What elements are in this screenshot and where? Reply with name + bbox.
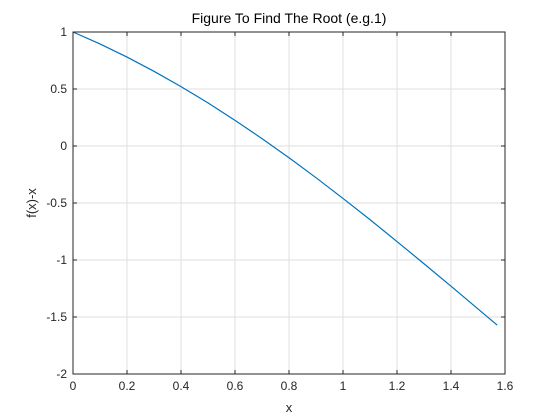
x-tick-label: 1.4 xyxy=(443,379,460,393)
x-tick-label: 1.2 xyxy=(389,379,406,393)
x-tick-label: 1.6 xyxy=(497,379,514,393)
y-tick-label: 0.5 xyxy=(50,82,67,96)
y-tick-label: -0.5 xyxy=(46,196,67,210)
x-tick-label: 0.6 xyxy=(227,379,244,393)
grid xyxy=(73,32,505,374)
x-tick-label: 0.2 xyxy=(119,379,136,393)
x-tick-label: 0.8 xyxy=(281,379,298,393)
series-line xyxy=(72,31,498,326)
series-layer xyxy=(72,31,498,326)
chart-title: Figure To Find The Root (e.g.1) xyxy=(192,10,387,26)
x-tick-label: 1 xyxy=(340,379,347,393)
y-tick-label: 0 xyxy=(60,139,67,153)
y-tick-label: -1 xyxy=(56,253,67,267)
x-tick-label: 0.4 xyxy=(173,379,190,393)
x-tick-label: 0 xyxy=(70,379,77,393)
y-axis-label: f(x)-x xyxy=(24,188,39,218)
y-tick-label: -2 xyxy=(56,367,67,381)
y-tick-label: 1 xyxy=(60,25,67,39)
x-axis-label: x xyxy=(286,400,293,415)
ticks xyxy=(72,31,506,375)
tick-labels: 0 0.2 0.4 0.6 0.8 1 1.2 1.4 1.6 -2 -1.5 -1 -0.5 0 0.5 1 xyxy=(46,25,513,393)
y-tick-label: -1.5 xyxy=(46,310,67,324)
